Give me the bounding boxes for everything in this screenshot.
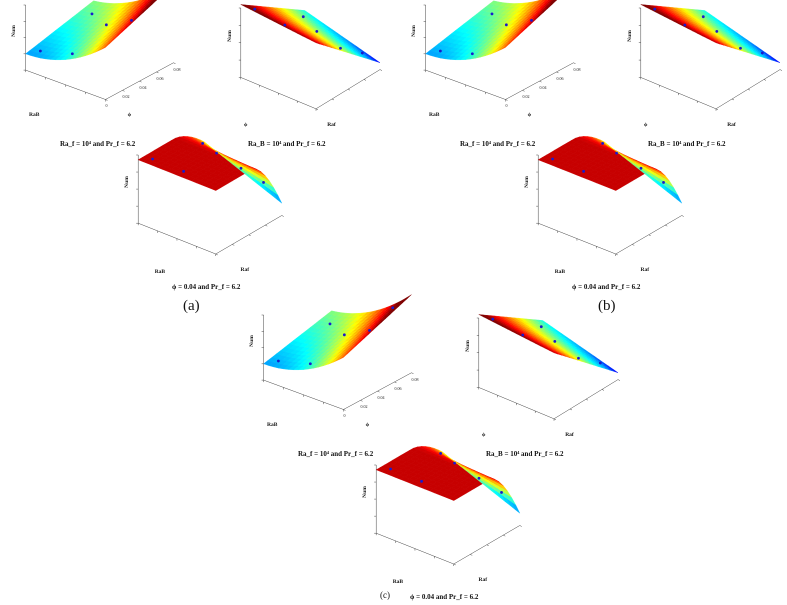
axis-lines (238, 7, 383, 111)
data-markers (491, 317, 602, 365)
axis-lines (23, 4, 176, 102)
phi-tick-label: 0.04 (377, 394, 385, 400)
surface-patches (263, 294, 412, 371)
z-axis-label: Num (123, 176, 130, 188)
caption-raB: Ra_B = 10⁴ and Pr_f = 6.2 (648, 140, 726, 148)
y-axis-label: Raf (478, 577, 488, 583)
phi-tick-label: 0.06 (556, 75, 564, 81)
surface-patches (240, 4, 381, 63)
surface-patches (537, 136, 682, 204)
x-axis-label: ϕ (644, 122, 648, 128)
surface-plot-nu-raB-raf (136, 136, 284, 256)
caption-raf: Ra_f = 10⁴ and Pr_f = 6.2 (60, 140, 136, 148)
z-axis-label: Num (361, 486, 368, 498)
y-axis-label: Raf (727, 122, 736, 128)
phi-tick-label: 0 (505, 102, 508, 108)
surface-patches (478, 314, 619, 373)
phi-tick-label: 0.06 (394, 385, 402, 391)
x-axis-label: RaB (267, 422, 278, 428)
data-markers (551, 141, 665, 184)
phi-tick-label: 0 (343, 412, 346, 418)
y-axis-label: ϕ (527, 112, 532, 118)
data-markers (38, 12, 133, 56)
z-axis-label: Num (226, 29, 233, 42)
caption-raB: Ra_B = 10⁴ and Pr_f = 6.2 (248, 140, 326, 148)
y-axis-label: Raf (565, 432, 574, 438)
z-axis-label: Num (626, 29, 633, 42)
phi-tick-label: 0.02 (522, 93, 530, 99)
surface-patches (25, 0, 158, 61)
surface-plot-nu-raB-raf (374, 446, 522, 566)
data-markers (253, 7, 364, 55)
surface-patches (425, 0, 558, 61)
y-axis-label: Raf (640, 267, 650, 273)
axis-lines (476, 317, 621, 421)
axis-lines (374, 464, 522, 566)
z-axis-label: Num (10, 25, 17, 37)
surface-plot-nu-raB-raf (536, 136, 684, 256)
surface-plot-nu-raB-phi (261, 294, 414, 412)
x-axis-label: RaB (554, 269, 566, 275)
data-markers (653, 7, 764, 55)
axis-lines (536, 154, 684, 256)
axis-lines (136, 154, 284, 256)
z-axis-label: Num (410, 25, 417, 37)
surface-plot-nu-phi-raf (638, 4, 783, 111)
y-axis-label: Raf (240, 267, 250, 273)
phi-tick-label: 0.06 (156, 75, 164, 81)
phi-tick-label: 0.04 (139, 84, 147, 90)
x-axis-label: ϕ (482, 432, 486, 438)
data-markers (151, 141, 265, 184)
phi-tick-label: 0.04 (539, 84, 547, 90)
panel-label: (a) (183, 298, 200, 314)
phi-tick-label: 0.02 (122, 93, 130, 99)
axis-lines (638, 7, 783, 111)
x-axis-label: RaB (429, 112, 440, 118)
z-axis-label: Num (523, 176, 530, 188)
surface-plot-nu-phi-raf (238, 4, 383, 111)
phi-tick-label: 0.02 (360, 403, 368, 409)
panel-label: (b) (598, 298, 616, 314)
axis-lines (423, 4, 576, 102)
phi-tick-label: 0 (105, 102, 108, 108)
caption-phi: ϕ = 0.04 and Pr_f = 6.2 (172, 283, 241, 291)
z-axis-label: Num (464, 339, 471, 352)
data-markers (276, 306, 395, 366)
z-axis-label: Num (248, 335, 255, 347)
caption-raf: Ra_f = 10⁴ and Pr_f = 6.2 (298, 450, 374, 458)
phi-tick-label: 0.08 (411, 376, 419, 382)
caption-phi: ϕ = 0.04 and Pr_f = 6.2 (410, 593, 479, 601)
data-markers (438, 12, 533, 56)
surface-patches (137, 136, 282, 204)
surface-plot-nu-raB-phi (23, 0, 176, 102)
phi-tick-label: 0.08 (573, 66, 581, 72)
y-axis-label: Raf (327, 122, 336, 128)
caption-raB: Ra_B = 10⁴ and Pr_f = 6.2 (486, 450, 564, 458)
axis-lines (261, 314, 414, 412)
y-axis-label: ϕ (365, 422, 370, 428)
surface-plot-nu-phi-raf (476, 314, 621, 421)
x-axis-label: RaB (29, 112, 40, 118)
x-axis-label: RaB (392, 579, 404, 585)
surface-patches (640, 4, 781, 63)
phi-tick-label: 0.08 (173, 66, 181, 72)
surface-plot-nu-raB-phi (423, 0, 576, 102)
x-axis-label: ϕ (244, 122, 248, 128)
y-axis-label: ϕ (127, 112, 132, 118)
x-axis-label: RaB (154, 269, 166, 275)
panel-label: (c) (380, 590, 390, 600)
surface-patches (375, 446, 520, 514)
caption-raf: Ra_f = 10⁴ and Pr_f = 6.2 (460, 140, 536, 148)
data-markers (389, 451, 503, 494)
caption-phi: ϕ = 0.04 and Pr_f = 6.2 (572, 283, 641, 291)
